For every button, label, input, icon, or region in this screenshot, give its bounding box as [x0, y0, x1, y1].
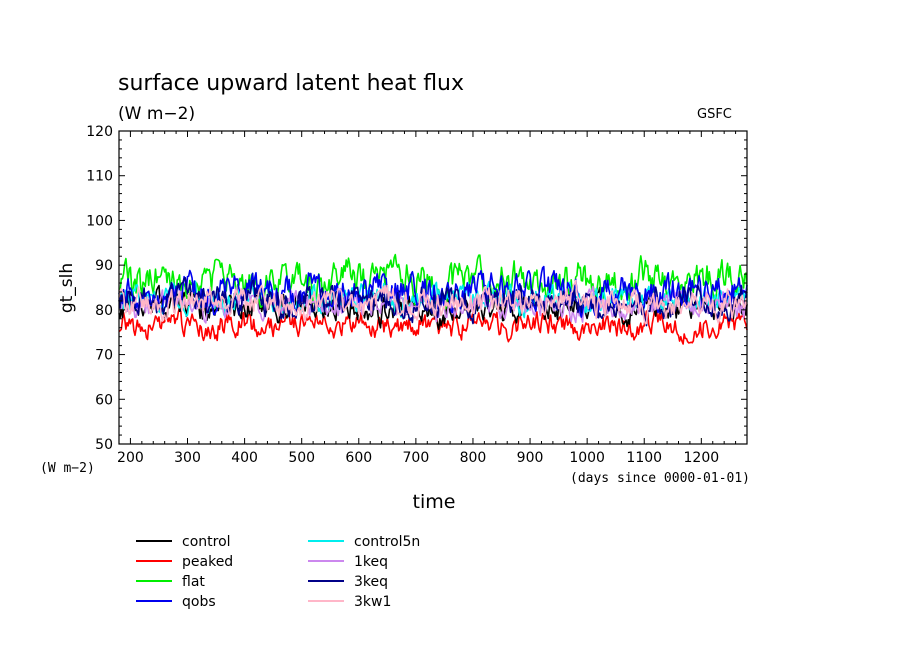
- legend-label-qobs: qobs: [182, 594, 216, 610]
- x-tick-label: 300: [174, 450, 201, 466]
- legend-label-peaked: peaked: [182, 554, 233, 570]
- series-line-3kw1: [118, 279, 748, 325]
- y-tick-label: 70: [95, 348, 113, 364]
- y-tick-label: 110: [86, 169, 113, 185]
- y-tick-label: 80: [95, 303, 113, 319]
- x-tick-label: 1200: [684, 450, 720, 466]
- legend-label-control: control: [182, 534, 231, 550]
- y-tick-label: 120: [86, 124, 113, 140]
- y-tick-label: 50: [95, 437, 113, 453]
- series-line-peaked: [118, 306, 748, 345]
- x-tick-label: 800: [460, 450, 487, 466]
- x-tick-label: 1000: [569, 450, 605, 466]
- legend-label-3kw1: 3kw1: [354, 594, 391, 610]
- plot-frame: [118, 130, 748, 445]
- y-unit-label: (W m−2): [40, 461, 95, 476]
- legend-label-control5n: control5n: [354, 534, 420, 550]
- y-tick-label: 100: [86, 213, 113, 229]
- legend: control peaked flat qobs control5n 1keq 3keq 3k…: [136, 534, 420, 610]
- y-tick-label: 60: [95, 392, 113, 408]
- x-tick-label: 900: [517, 450, 544, 466]
- x-unit-label: (days since 0000-01-01): [570, 471, 750, 486]
- legend-label-3keq: 3keq: [354, 574, 388, 590]
- y-tick-label: 90: [95, 258, 113, 274]
- x-tick-label: 1100: [626, 450, 662, 466]
- legend-label-1keq: 1keq: [354, 554, 388, 570]
- series-group: [118, 253, 748, 345]
- x-tick-label: 400: [231, 450, 258, 466]
- source-label: GSFC: [697, 107, 732, 122]
- x-tick-label: 500: [288, 450, 315, 466]
- x-tick-label: 700: [403, 450, 430, 466]
- chart-title: surface upward latent heat flux: [118, 71, 464, 96]
- x-tick-label: 600: [345, 450, 372, 466]
- chart-subtitle: (W m−2): [118, 104, 195, 124]
- x-axis-label: time: [413, 491, 456, 513]
- ticks-group: 200 300 400 500 600 700 800 900 1000 1100 1200 50 60…: [86, 124, 748, 466]
- x-tick-label: 200: [117, 450, 144, 466]
- y-axis-label: gt_slh: [57, 263, 77, 313]
- legend-label-flat: flat: [182, 574, 205, 590]
